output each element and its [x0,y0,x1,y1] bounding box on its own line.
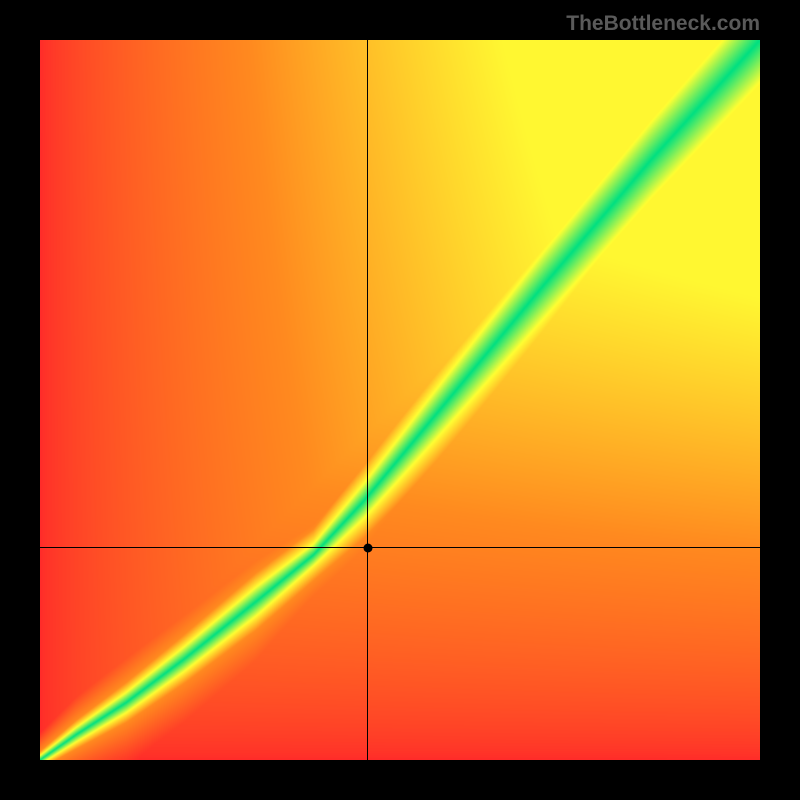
plot-area [40,40,760,760]
heatmap-canvas [40,40,760,760]
stage: TheBottleneck.com [0,0,800,800]
crosshair-horizontal [40,547,760,548]
data-point-marker [363,543,372,552]
watermark-text: TheBottleneck.com [566,12,760,36]
crosshair-vertical [367,40,368,760]
